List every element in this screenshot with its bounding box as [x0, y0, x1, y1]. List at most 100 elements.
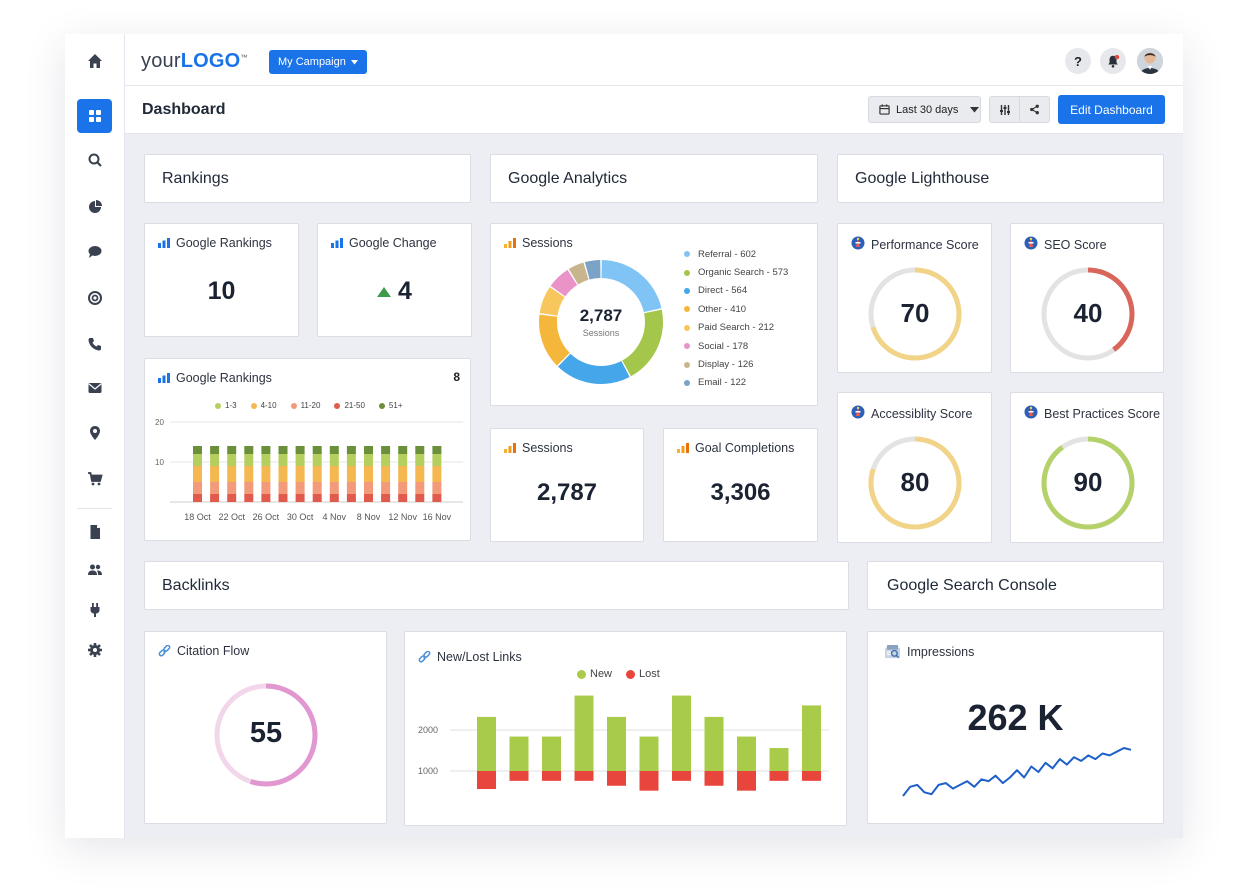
donut-slice[interactable] [539, 287, 565, 316]
bar-lost[interactable] [574, 771, 594, 781]
date-range-picker[interactable]: Last 30 days [868, 96, 981, 123]
bar-segment[interactable] [346, 466, 356, 482]
donut-slice[interactable] [622, 309, 663, 377]
donut-slice[interactable] [539, 314, 570, 366]
bar-lost[interactable] [769, 771, 789, 781]
campaign-dropdown[interactable]: My Campaign [269, 50, 367, 74]
sidebar-item-target[interactable] [77, 281, 112, 315]
donut-slice[interactable] [550, 269, 578, 297]
google-rankings-widget[interactable]: Google Rankings 10 [144, 223, 299, 337]
sessions-widget[interactable]: Sessions 2,787 [490, 428, 644, 542]
bar-segment[interactable] [432, 446, 442, 454]
bar-segment[interactable] [244, 494, 254, 502]
bar-lost[interactable] [509, 771, 529, 781]
bar-lost[interactable] [607, 771, 626, 786]
bar-new[interactable] [639, 736, 659, 771]
bar-segment[interactable] [312, 466, 322, 482]
bar-segment[interactable] [432, 482, 442, 494]
donut-slice[interactable] [557, 353, 630, 384]
bar-segment[interactable] [415, 494, 425, 502]
bar-segment[interactable] [381, 494, 391, 502]
bar-segment[interactable] [210, 466, 220, 482]
bar-new[interactable] [477, 716, 496, 771]
citation-flow-widget[interactable]: Citation Flow 55 [144, 631, 387, 824]
sidebar-item-reports[interactable] [77, 190, 112, 224]
bar-new[interactable] [704, 716, 724, 771]
bar-segment[interactable] [381, 482, 391, 494]
bar-new[interactable] [574, 695, 594, 771]
goal-completions-widget[interactable]: Goal Completions 3,306 [663, 428, 818, 542]
bar-segment[interactable] [364, 466, 373, 482]
bar-segment[interactable] [398, 446, 408, 454]
bar-segment[interactable] [278, 466, 288, 482]
google-change-widget[interactable]: Google Change 4 [317, 223, 472, 337]
bar-segment[interactable] [381, 466, 391, 482]
bar-segment[interactable] [278, 454, 288, 466]
bar-segment[interactable] [312, 494, 322, 502]
bar-segment[interactable] [278, 446, 288, 454]
bar-segment[interactable] [244, 482, 254, 494]
bar-segment[interactable] [329, 482, 339, 494]
bar-segment[interactable] [244, 466, 254, 482]
sidebar-item-home[interactable] [77, 44, 112, 78]
bar-segment[interactable] [261, 466, 271, 482]
bar-segment[interactable] [364, 446, 373, 454]
bar-segment[interactable] [227, 446, 237, 454]
sidebar-item-ecommerce[interactable] [77, 462, 112, 496]
seo-score-widget[interactable]: SEO Score 40 [1010, 223, 1164, 373]
bar-segment[interactable] [261, 494, 271, 502]
bar-segment[interactable] [210, 454, 220, 466]
bar-segment[interactable] [312, 482, 322, 494]
bar-segment[interactable] [432, 494, 442, 502]
sidebar-item-settings[interactable] [77, 633, 112, 667]
bar-segment[interactable] [415, 446, 425, 454]
sidebar-item-users[interactable] [77, 553, 112, 587]
sidebar-item-messages[interactable] [77, 235, 112, 269]
bar-segment[interactable] [398, 454, 408, 466]
bar-segment[interactable] [415, 482, 425, 494]
bar-segment[interactable] [312, 454, 322, 466]
sidebar-item-calls[interactable] [77, 327, 112, 361]
bar-segment[interactable] [329, 494, 339, 502]
bar-segment[interactable] [329, 466, 339, 482]
bar-new[interactable] [737, 736, 756, 771]
impressions-widget[interactable]: Impressions 262 K [867, 631, 1164, 824]
donut-slice[interactable] [601, 260, 662, 313]
bar-lost[interactable] [477, 771, 496, 790]
filter-button[interactable] [990, 97, 1020, 122]
notifications-button[interactable] [1100, 48, 1126, 74]
donut-slice[interactable] [584, 260, 601, 280]
bar-segment[interactable] [398, 482, 408, 494]
bar-segment[interactable] [295, 454, 305, 466]
sidebar-item-dashboard[interactable] [77, 99, 112, 133]
bar-segment[interactable] [415, 466, 425, 482]
bar-new[interactable] [802, 705, 821, 771]
bar-segment[interactable] [398, 466, 408, 482]
bar-segment[interactable] [312, 446, 322, 454]
bar-segment[interactable] [210, 494, 220, 502]
bar-segment[interactable] [346, 482, 356, 494]
bar-lost[interactable] [542, 771, 561, 781]
bar-lost[interactable] [672, 771, 691, 781]
bar-segment[interactable] [346, 494, 356, 502]
bar-segment[interactable] [244, 454, 254, 466]
bar-segment[interactable] [227, 466, 237, 482]
sidebar-item-integrations[interactable] [77, 593, 112, 627]
bar-lost[interactable] [737, 771, 756, 791]
bar-segment[interactable] [193, 446, 202, 454]
bar-segment[interactable] [364, 494, 373, 502]
bar-new[interactable] [672, 695, 691, 771]
bar-segment[interactable] [210, 446, 220, 454]
bar-new[interactable] [769, 748, 789, 771]
bar-segment[interactable] [432, 454, 442, 466]
bar-new[interactable] [607, 716, 626, 771]
bar-segment[interactable] [381, 454, 391, 466]
bar-segment[interactable] [261, 454, 271, 466]
bar-segment[interactable] [346, 454, 356, 466]
help-button[interactable]: ? [1065, 48, 1091, 74]
bar-segment[interactable] [227, 494, 237, 502]
bar-segment[interactable] [295, 482, 305, 494]
bar-new[interactable] [542, 736, 561, 771]
bar-segment[interactable] [295, 446, 305, 454]
google-rankings-chart-widget[interactable]: Google Rankings 8 1-3 4-10 11-20 21-50 51+ 2… [144, 358, 471, 541]
